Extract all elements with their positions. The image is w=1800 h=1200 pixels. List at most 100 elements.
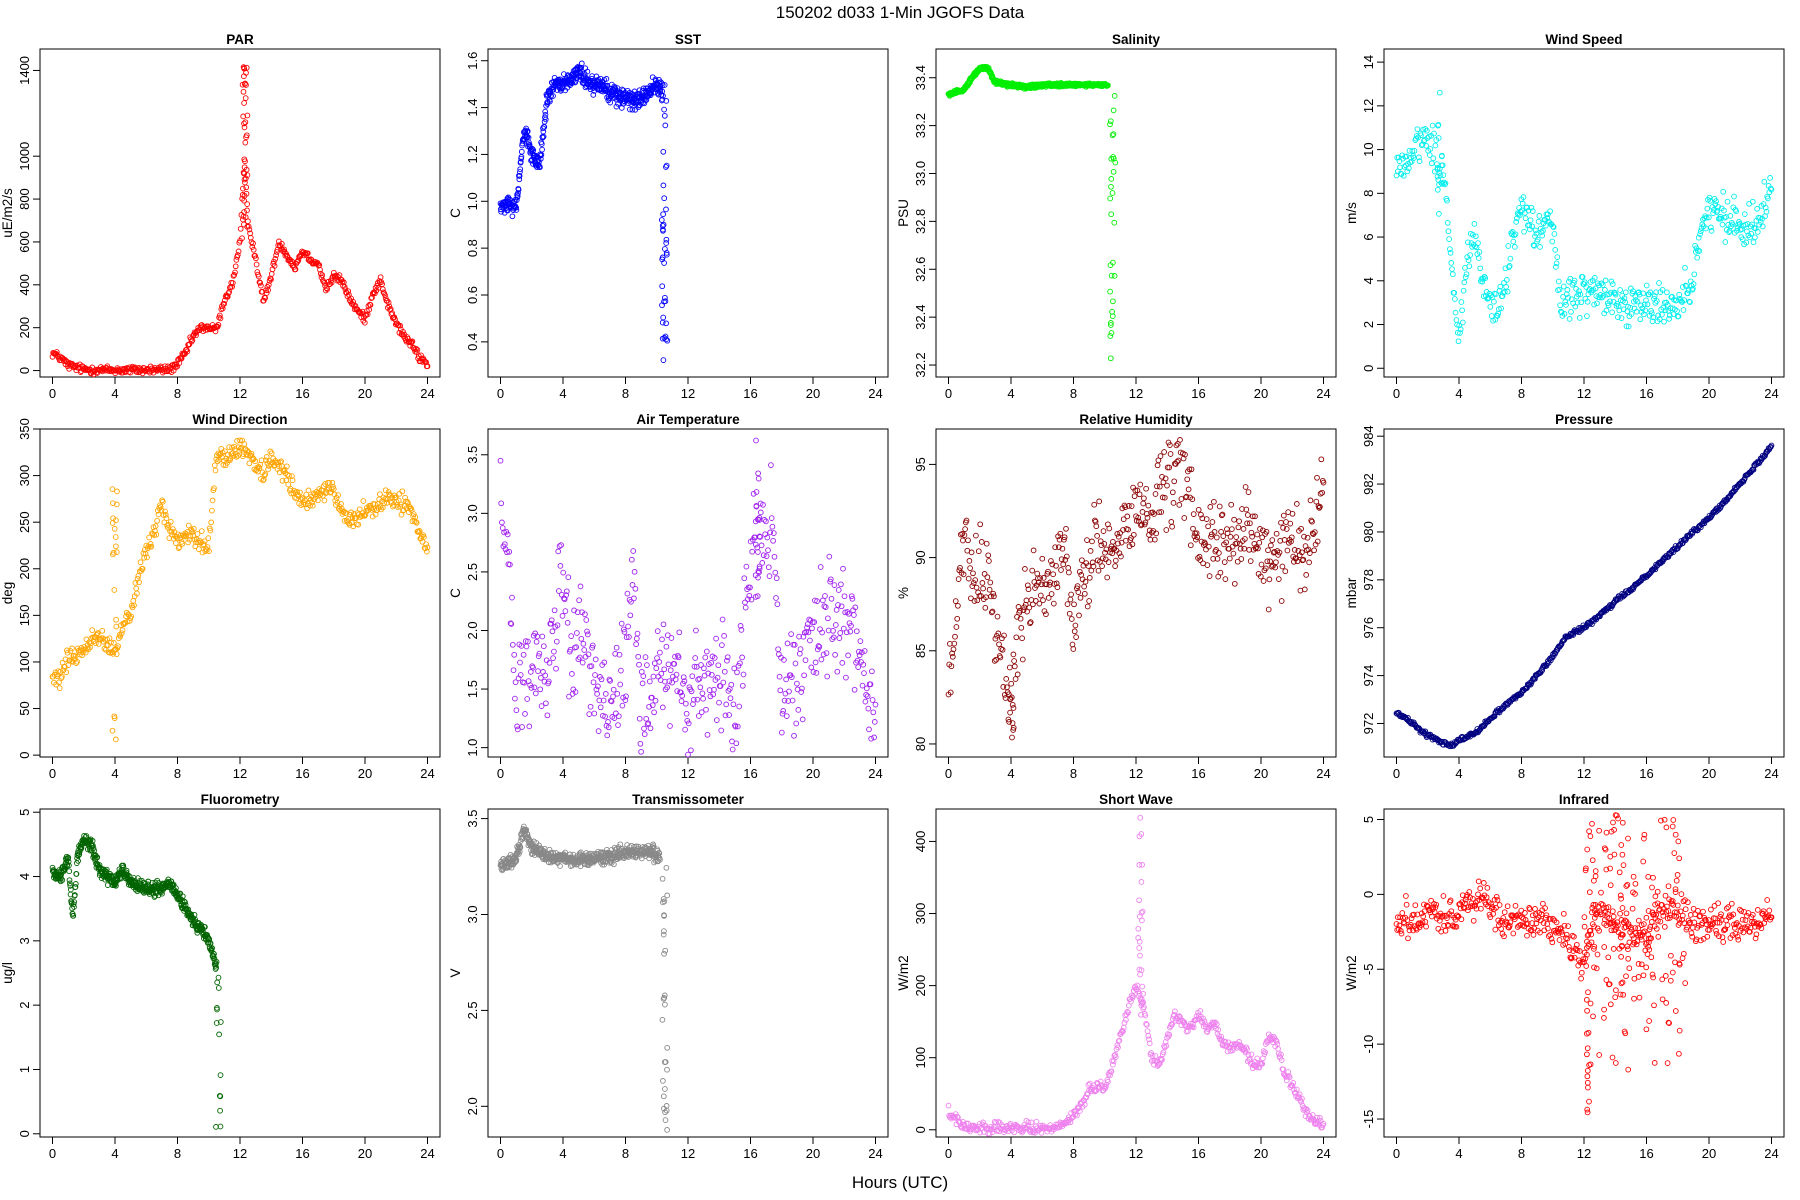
- data-point: [584, 68, 591, 75]
- x-tick-label: 0: [49, 1146, 56, 1161]
- data-point: [777, 687, 784, 694]
- data-point: [215, 321, 222, 328]
- y-tick-label: 0: [1361, 365, 1376, 372]
- data-point: [972, 577, 979, 583]
- data-point: [1039, 555, 1046, 562]
- data-point: [636, 715, 643, 722]
- data-point: [1081, 583, 1087, 590]
- data-point: [999, 646, 1006, 653]
- data-point: [768, 462, 774, 468]
- x-tick-label: 16: [1639, 386, 1653, 401]
- x-tick-label: 12: [1129, 386, 1143, 401]
- x-tick-label: 24: [1764, 766, 1778, 781]
- data-point: [663, 320, 669, 327]
- data-point: [663, 643, 670, 650]
- y-tick-label: 5: [17, 809, 32, 816]
- data-point: [1216, 503, 1223, 510]
- data-point: [820, 651, 827, 658]
- data-point: [271, 258, 277, 265]
- data-point: [637, 740, 644, 747]
- data-point: [323, 285, 330, 291]
- data-point: [1004, 684, 1010, 691]
- data-point: [1532, 227, 1539, 234]
- data-point: [1104, 574, 1111, 581]
- data-point: [1109, 190, 1116, 196]
- data-point: [1280, 512, 1287, 519]
- data-point: [633, 641, 639, 648]
- y-tick-label: 0.6: [465, 286, 480, 304]
- data-point: [369, 290, 376, 297]
- data-point: [660, 227, 666, 234]
- data-point: [1602, 286, 1608, 293]
- data-point: [578, 635, 585, 642]
- data-point: [1014, 671, 1021, 678]
- data-point: [638, 748, 644, 755]
- data-point: [659, 319, 666, 326]
- data-point: [592, 656, 599, 663]
- data-point: [1539, 232, 1546, 239]
- data-point: [240, 64, 247, 70]
- data-point: [321, 497, 328, 504]
- data-point: [119, 627, 126, 634]
- data-point: [369, 294, 375, 301]
- y-tick-label: 0.8: [465, 239, 480, 257]
- data-point: [818, 656, 825, 663]
- data-point: [1643, 282, 1650, 289]
- data-point: [651, 709, 657, 716]
- data-point: [1107, 118, 1114, 125]
- data-point: [740, 671, 747, 678]
- panel-title: Wind Direction: [192, 412, 287, 427]
- data-point: [240, 185, 246, 192]
- data-point: [198, 528, 205, 534]
- data-point: [1463, 271, 1470, 278]
- data-point: [1429, 122, 1436, 129]
- data-point: [1609, 309, 1615, 316]
- data-point: [133, 585, 140, 592]
- data-point: [1091, 501, 1098, 508]
- data-point: [113, 651, 120, 657]
- data-point: [1019, 656, 1026, 663]
- data-point: [1087, 548, 1094, 554]
- data-point: [615, 713, 622, 720]
- data-point: [869, 668, 875, 675]
- y-tick-label: 400: [17, 274, 32, 296]
- data-point: [235, 248, 242, 255]
- data-point: [753, 437, 759, 444]
- data-point: [617, 681, 624, 688]
- data-point: [244, 207, 250, 214]
- data-point: [713, 717, 720, 723]
- data-point: [839, 660, 846, 666]
- y-tick-label: 32.6: [913, 257, 928, 282]
- x-tick-label: 4: [111, 766, 118, 781]
- data-point: [234, 252, 241, 258]
- data-point: [1704, 205, 1711, 212]
- data-point: [239, 235, 245, 242]
- data-point: [281, 246, 287, 253]
- data-point: [1094, 533, 1100, 539]
- data-point: [613, 103, 620, 110]
- data-point: [548, 92, 554, 99]
- data-point: [1011, 658, 1017, 664]
- x-tick-label: 0: [497, 386, 504, 401]
- data-point: [952, 598, 959, 604]
- data-point: [1101, 540, 1108, 547]
- data-point: [240, 113, 247, 120]
- data-point: [111, 525, 118, 532]
- data-point: [514, 193, 521, 199]
- data-point: [799, 716, 806, 723]
- y-tick-label: 200: [17, 317, 32, 339]
- data-point: [1100, 528, 1107, 534]
- data-points: [1393, 89, 1775, 345]
- x-tick-label: 24: [1316, 766, 1330, 781]
- data-point: [414, 347, 421, 353]
- data-point: [244, 172, 251, 178]
- data-point: [531, 684, 538, 691]
- data-point: [1130, 531, 1137, 538]
- data-point: [1099, 563, 1105, 569]
- data-point: [1171, 478, 1178, 485]
- data-point: [1265, 606, 1272, 613]
- data-point: [758, 542, 765, 549]
